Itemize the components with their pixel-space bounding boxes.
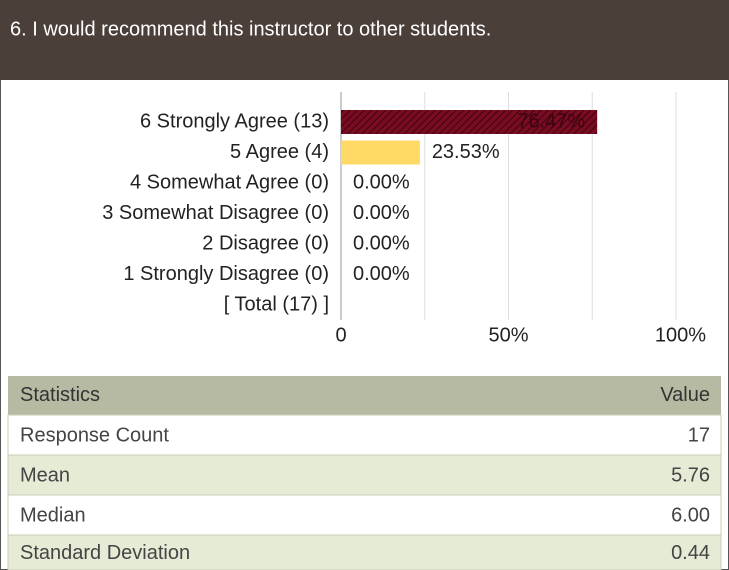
table-cell: 6.00 xyxy=(671,504,710,526)
table-cell: Standard Deviation xyxy=(20,542,190,564)
table-row xyxy=(7,534,722,570)
x-tick-label: 100% xyxy=(655,324,706,346)
table-cell: 0.44 xyxy=(671,542,710,564)
category-label: 4 Somewhat Agree (0) xyxy=(130,171,329,193)
total-label: [ Total (17) ] xyxy=(224,293,329,315)
question-title: 6. I would recommend this instructor to … xyxy=(10,18,491,40)
value-label: 0.00% xyxy=(353,202,410,224)
table-header xyxy=(8,376,721,415)
header-bar xyxy=(0,0,729,80)
category-label: 1 Strongly Disagree (0) xyxy=(123,263,329,285)
table-row xyxy=(7,454,722,496)
category-label: 2 Disagree (0) xyxy=(202,232,329,254)
table-cell: Median xyxy=(20,504,86,526)
table-row xyxy=(7,414,722,456)
stats-table: Statistics Value Response Count 17 Mean 5.76 M… xyxy=(7,376,722,570)
x-tick-label: 0 xyxy=(335,324,346,346)
table-cell: 17 xyxy=(688,424,710,446)
header-cell: Statistics xyxy=(20,384,100,406)
category-label: 5 Agree (4) xyxy=(230,141,329,163)
table-row xyxy=(7,494,722,536)
value-label: 0.00% xyxy=(353,171,410,193)
chart: 0 50% 100% 6 Strongly Agree (13) 76.47% 5 Agr… xyxy=(102,92,706,346)
category-label: 6 Strongly Agree (13) xyxy=(140,110,329,132)
category-label: 3 Somewhat Disagree (0) xyxy=(102,202,329,224)
value-label: 23.53% xyxy=(432,141,500,163)
table-cell: Mean xyxy=(20,464,70,486)
table-cell: 5.76 xyxy=(671,464,710,486)
value-label: 0.00% xyxy=(353,232,410,254)
x-tick-label: 50% xyxy=(488,324,528,346)
table-cell: Response Count xyxy=(20,424,169,446)
value-label: 76.47% xyxy=(517,110,585,132)
bar xyxy=(341,140,420,165)
value-label: 0.00% xyxy=(353,263,410,285)
header-cell: Value xyxy=(660,384,710,406)
bar xyxy=(341,110,598,134)
